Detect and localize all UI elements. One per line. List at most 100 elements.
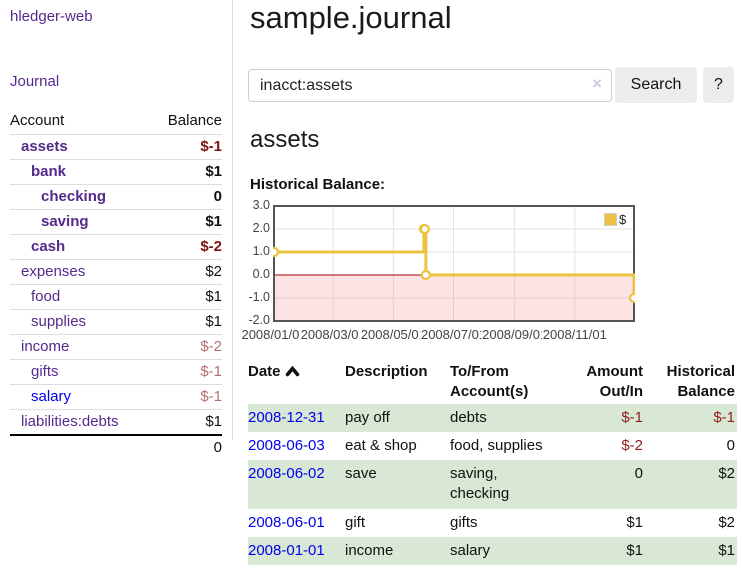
transaction-amount: 0: [634, 465, 643, 483]
transaction-amount: $-1: [621, 408, 643, 426]
account-row: expenses $2: [10, 259, 222, 285]
sidebar: hledger-web Journal Account Balance asse…: [0, 0, 233, 456]
chart-x-tick-label: 2008/05/01: [359, 327, 427, 342]
register-header-balance: Historical Balance: [666, 363, 735, 400]
chart-x-tick-label: 2008/07/01: [419, 327, 488, 342]
accounts-header-account: Account: [10, 112, 65, 129]
account-row: food $1: [10, 284, 222, 310]
account-link[interactable]: gifts: [31, 363, 59, 380]
account-row: liabilities:debts $1: [10, 409, 222, 436]
register-row: 2008-06-02 save saving, checking 0 $2: [248, 460, 737, 509]
transaction-accounts: food, supplies: [450, 436, 543, 454]
register-table: Date Description To/From Account(s) Amou…: [248, 360, 737, 566]
register-header-description: Description: [345, 363, 428, 380]
transaction-date-link[interactable]: 2008-06-02: [248, 465, 325, 483]
account-link[interactable]: liabilities:debts: [21, 413, 119, 430]
transaction-accounts: salary: [450, 541, 491, 559]
chart-plot: [273, 205, 635, 322]
account-balance: $-2: [200, 338, 222, 355]
chart-caption: Historical Balance:: [250, 176, 386, 193]
help-button[interactable]: ?: [703, 67, 734, 103]
search-box: ×: [248, 69, 612, 102]
account-link[interactable]: supplies: [31, 313, 87, 330]
register-row: 2008-06-01 gift gifts $1 $2: [248, 509, 737, 537]
transaction-accounts: gifts: [450, 513, 478, 531]
account-balance: $1: [205, 288, 222, 305]
account-row: bank $1: [10, 159, 222, 185]
register-header-amount: Amount Out/In: [586, 363, 643, 400]
transaction-accounts: debts: [450, 408, 487, 426]
account-row: supplies $1: [10, 309, 222, 335]
transaction-description: gift: [345, 513, 366, 531]
accounts-total-row: 0: [10, 435, 222, 460]
account-balance: $-1: [200, 388, 222, 405]
chart-y-tick-label: 3.0: [252, 198, 270, 212]
transaction-balance: $2: [718, 465, 735, 483]
search-input[interactable]: [249, 70, 585, 101]
chart-y-tick-label: 2.0: [252, 221, 270, 235]
register-row: 2008-06-03 eat & shop food, supplies $-2 0: [248, 432, 737, 460]
register-row: 2008-12-31 pay off debts $-1 $-1: [248, 403, 737, 432]
transaction-amount: $1: [626, 541, 643, 559]
register-header-accounts: To/From Account(s): [450, 363, 529, 400]
account-link[interactable]: assets: [21, 138, 68, 155]
accounts-header-balance: Balance: [167, 112, 222, 129]
account-link[interactable]: expenses: [21, 263, 86, 280]
chart-y-tick-label: -1.0: [248, 290, 270, 304]
account-balance: $2: [205, 263, 222, 280]
sort-ascending-icon: [285, 363, 300, 383]
account-link[interactable]: food: [31, 288, 61, 305]
account-row: saving $1: [10, 209, 222, 235]
account-row: cash $-2: [10, 234, 222, 260]
account-page-title: assets: [250, 126, 320, 153]
account-balance: $1: [205, 313, 222, 330]
account-balance: $1: [205, 163, 222, 180]
transaction-balance: $1: [718, 541, 735, 559]
transaction-date-link[interactable]: 2008-06-01: [248, 513, 325, 531]
account-balance: $-2: [200, 238, 222, 255]
chart-x-tick-label: 2008/03/01: [299, 327, 367, 342]
transaction-accounts: saving, checking: [450, 465, 510, 503]
transaction-date-link[interactable]: 2008-01-01: [248, 541, 325, 559]
chart-x-tick-label: 2008/01/01: [240, 327, 308, 342]
transaction-description: pay off: [345, 408, 390, 426]
account-balance: $1: [205, 213, 222, 230]
legend-series-label: $: [619, 212, 627, 227]
account-link[interactable]: cash: [31, 238, 66, 255]
chart-y-tick-label: 0.0: [252, 267, 270, 281]
chart-y-tick-label: -2.0: [248, 313, 270, 327]
transaction-balance: 0: [726, 436, 735, 454]
account-link[interactable]: income: [21, 338, 70, 355]
account-link[interactable]: bank: [31, 163, 67, 180]
account-link[interactable]: checking: [41, 188, 107, 205]
transaction-date-link[interactable]: 2008-06-03: [248, 436, 325, 454]
historical-balance-chart: $ 3.0 2.0 1.0 0.0 -1.0 -2.0 2008/01/01 2008/03/…: [240, 198, 710, 349]
clear-search-icon[interactable]: ×: [592, 74, 602, 93]
account-link[interactable]: saving: [41, 213, 89, 230]
legend-swatch-icon: [604, 213, 617, 226]
app-brand-link[interactable]: hledger-web: [10, 8, 93, 25]
chart-x-tick-label: 2008/09/01: [481, 327, 549, 342]
account-row: gifts $-1: [10, 359, 222, 385]
account-row: income $-2: [10, 334, 222, 360]
accounts-total-value: 0: [213, 439, 222, 456]
transaction-date-link[interactable]: 2008-12-31: [248, 408, 325, 426]
chart-x-tick-label: 2008/11/01: [541, 327, 608, 342]
register-header-date[interactable]: Date: [248, 360, 345, 404]
transaction-balance: $-1: [713, 408, 735, 426]
transaction-description: save: [345, 465, 377, 483]
account-link[interactable]: salary: [31, 388, 72, 405]
page-title: sample.journal: [250, 0, 452, 35]
transaction-amount: $-2: [621, 436, 643, 454]
chart-y-tick-label: 1.0: [252, 244, 270, 258]
transaction-description: eat & shop: [345, 436, 417, 454]
account-balance: 0: [213, 188, 222, 205]
search-button[interactable]: Search: [615, 67, 697, 103]
account-row: salary $-1: [10, 384, 222, 410]
register-row: 2008-01-01 income salary $1 $1: [248, 536, 737, 566]
account-balance: $1: [205, 413, 222, 430]
account-balance: $-1: [200, 138, 222, 155]
transaction-amount: $1: [626, 513, 643, 531]
transaction-description: income: [345, 541, 394, 559]
sidebar-item-journal[interactable]: Journal: [10, 73, 60, 90]
